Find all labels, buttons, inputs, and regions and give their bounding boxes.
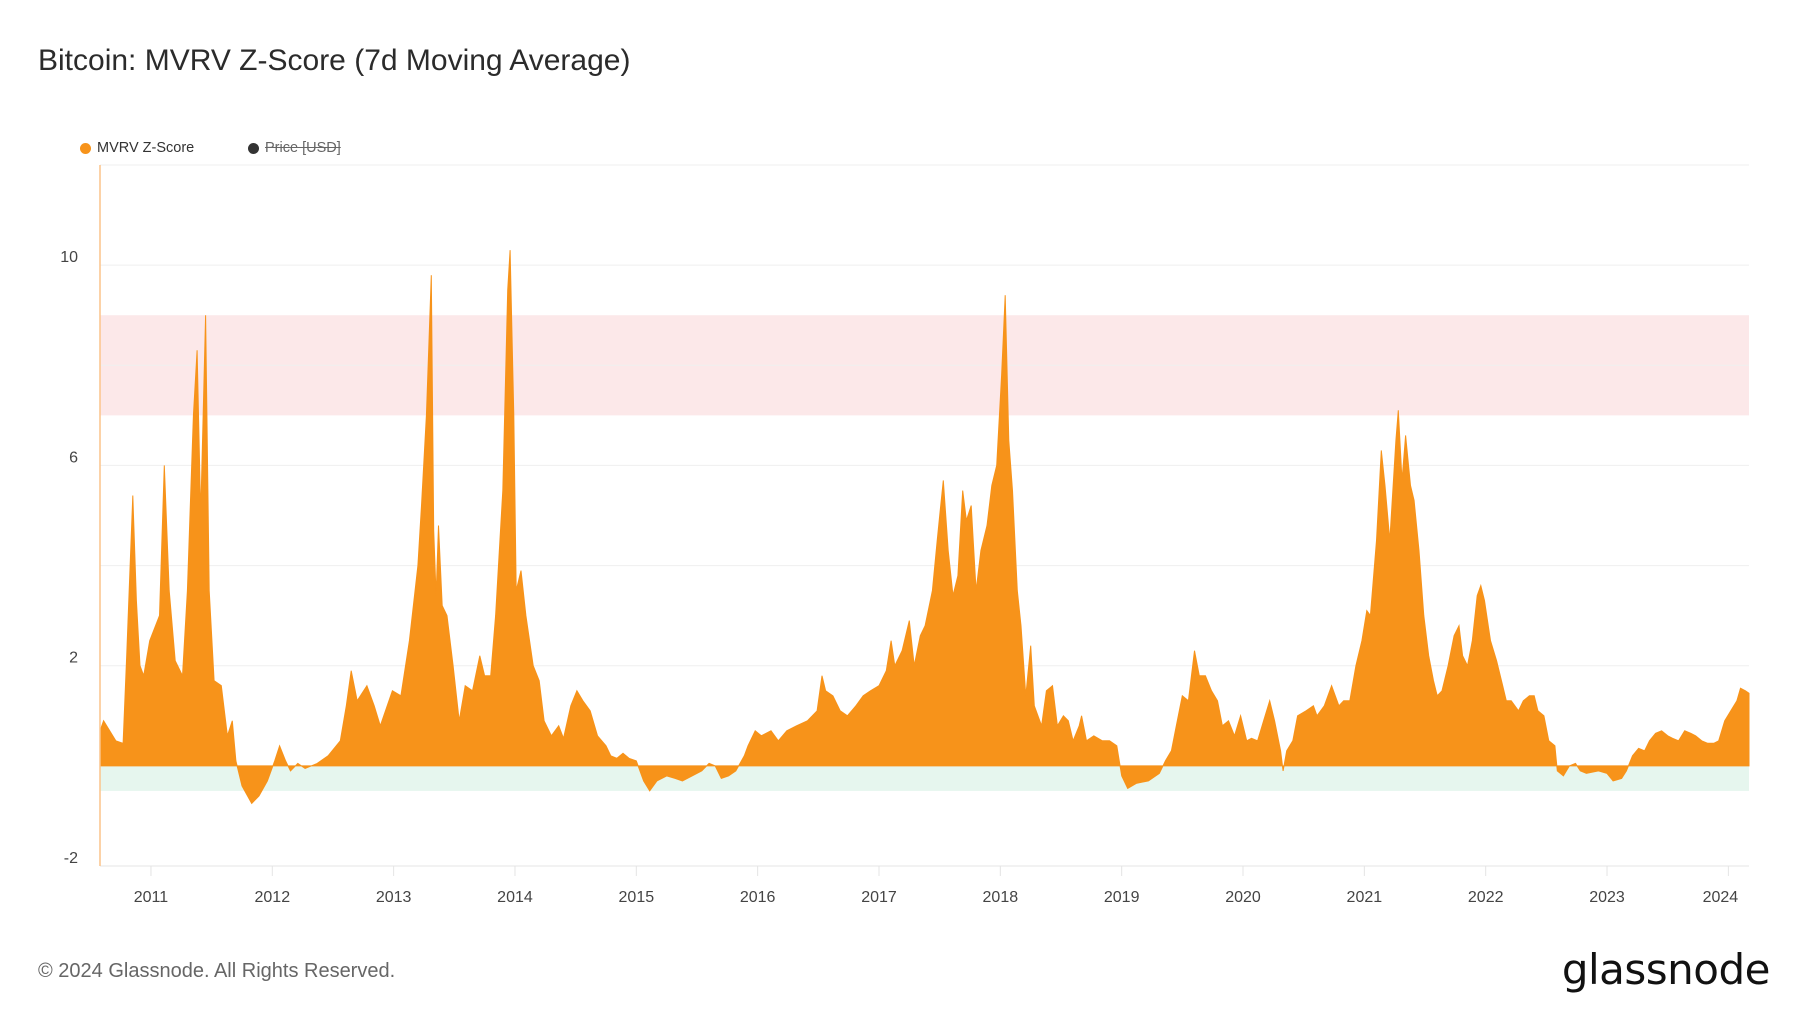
x-tick-label: 2017: [861, 889, 897, 906]
x-tick-label: 2022: [1468, 889, 1504, 906]
x-tick-label: 2020: [1225, 889, 1261, 906]
x-tick-label: 2019: [1104, 889, 1140, 906]
copyright-text: © 2024 Glassnode. All Rights Reserved.: [38, 960, 396, 982]
y-tick-label: 2: [69, 650, 78, 667]
glassnode-logo: glassnode: [1561, 945, 1771, 994]
x-tick-label: 2014: [497, 889, 533, 906]
x-tick-label: 2015: [619, 889, 655, 906]
mvrv-zscore-area: [99, 250, 1750, 805]
y-tick-label: 6: [69, 449, 78, 466]
y-tick-label: 10: [60, 249, 78, 266]
x-tick-label: 2016: [740, 889, 776, 906]
x-tick-label: 2012: [255, 889, 291, 906]
legend-label: Price [USD]: [265, 140, 341, 156]
x-tick-label: 2023: [1589, 889, 1625, 906]
legend-dot-icon: [80, 142, 91, 154]
chart-title: Bitcoin: MVRV Z-Score (7d Moving Average…: [38, 44, 631, 77]
legend-dot-icon: [248, 142, 259, 154]
x-tick-label: 2021: [1347, 889, 1383, 906]
legend-item-price[interactable]: Price [USD]: [248, 140, 341, 156]
legend-item-mvrv[interactable]: MVRV Z-Score: [80, 140, 194, 156]
y-tick-label: -2: [64, 850, 78, 867]
undervalued-zone-band: [100, 765, 1749, 791]
x-tick-label: 2024: [1703, 889, 1739, 906]
x-tick-label: 2011: [134, 889, 169, 906]
x-tick-label: 2018: [983, 889, 1019, 906]
x-tick-label: 2013: [376, 889, 412, 906]
legend-label: MVRV Z-Score: [97, 140, 195, 156]
